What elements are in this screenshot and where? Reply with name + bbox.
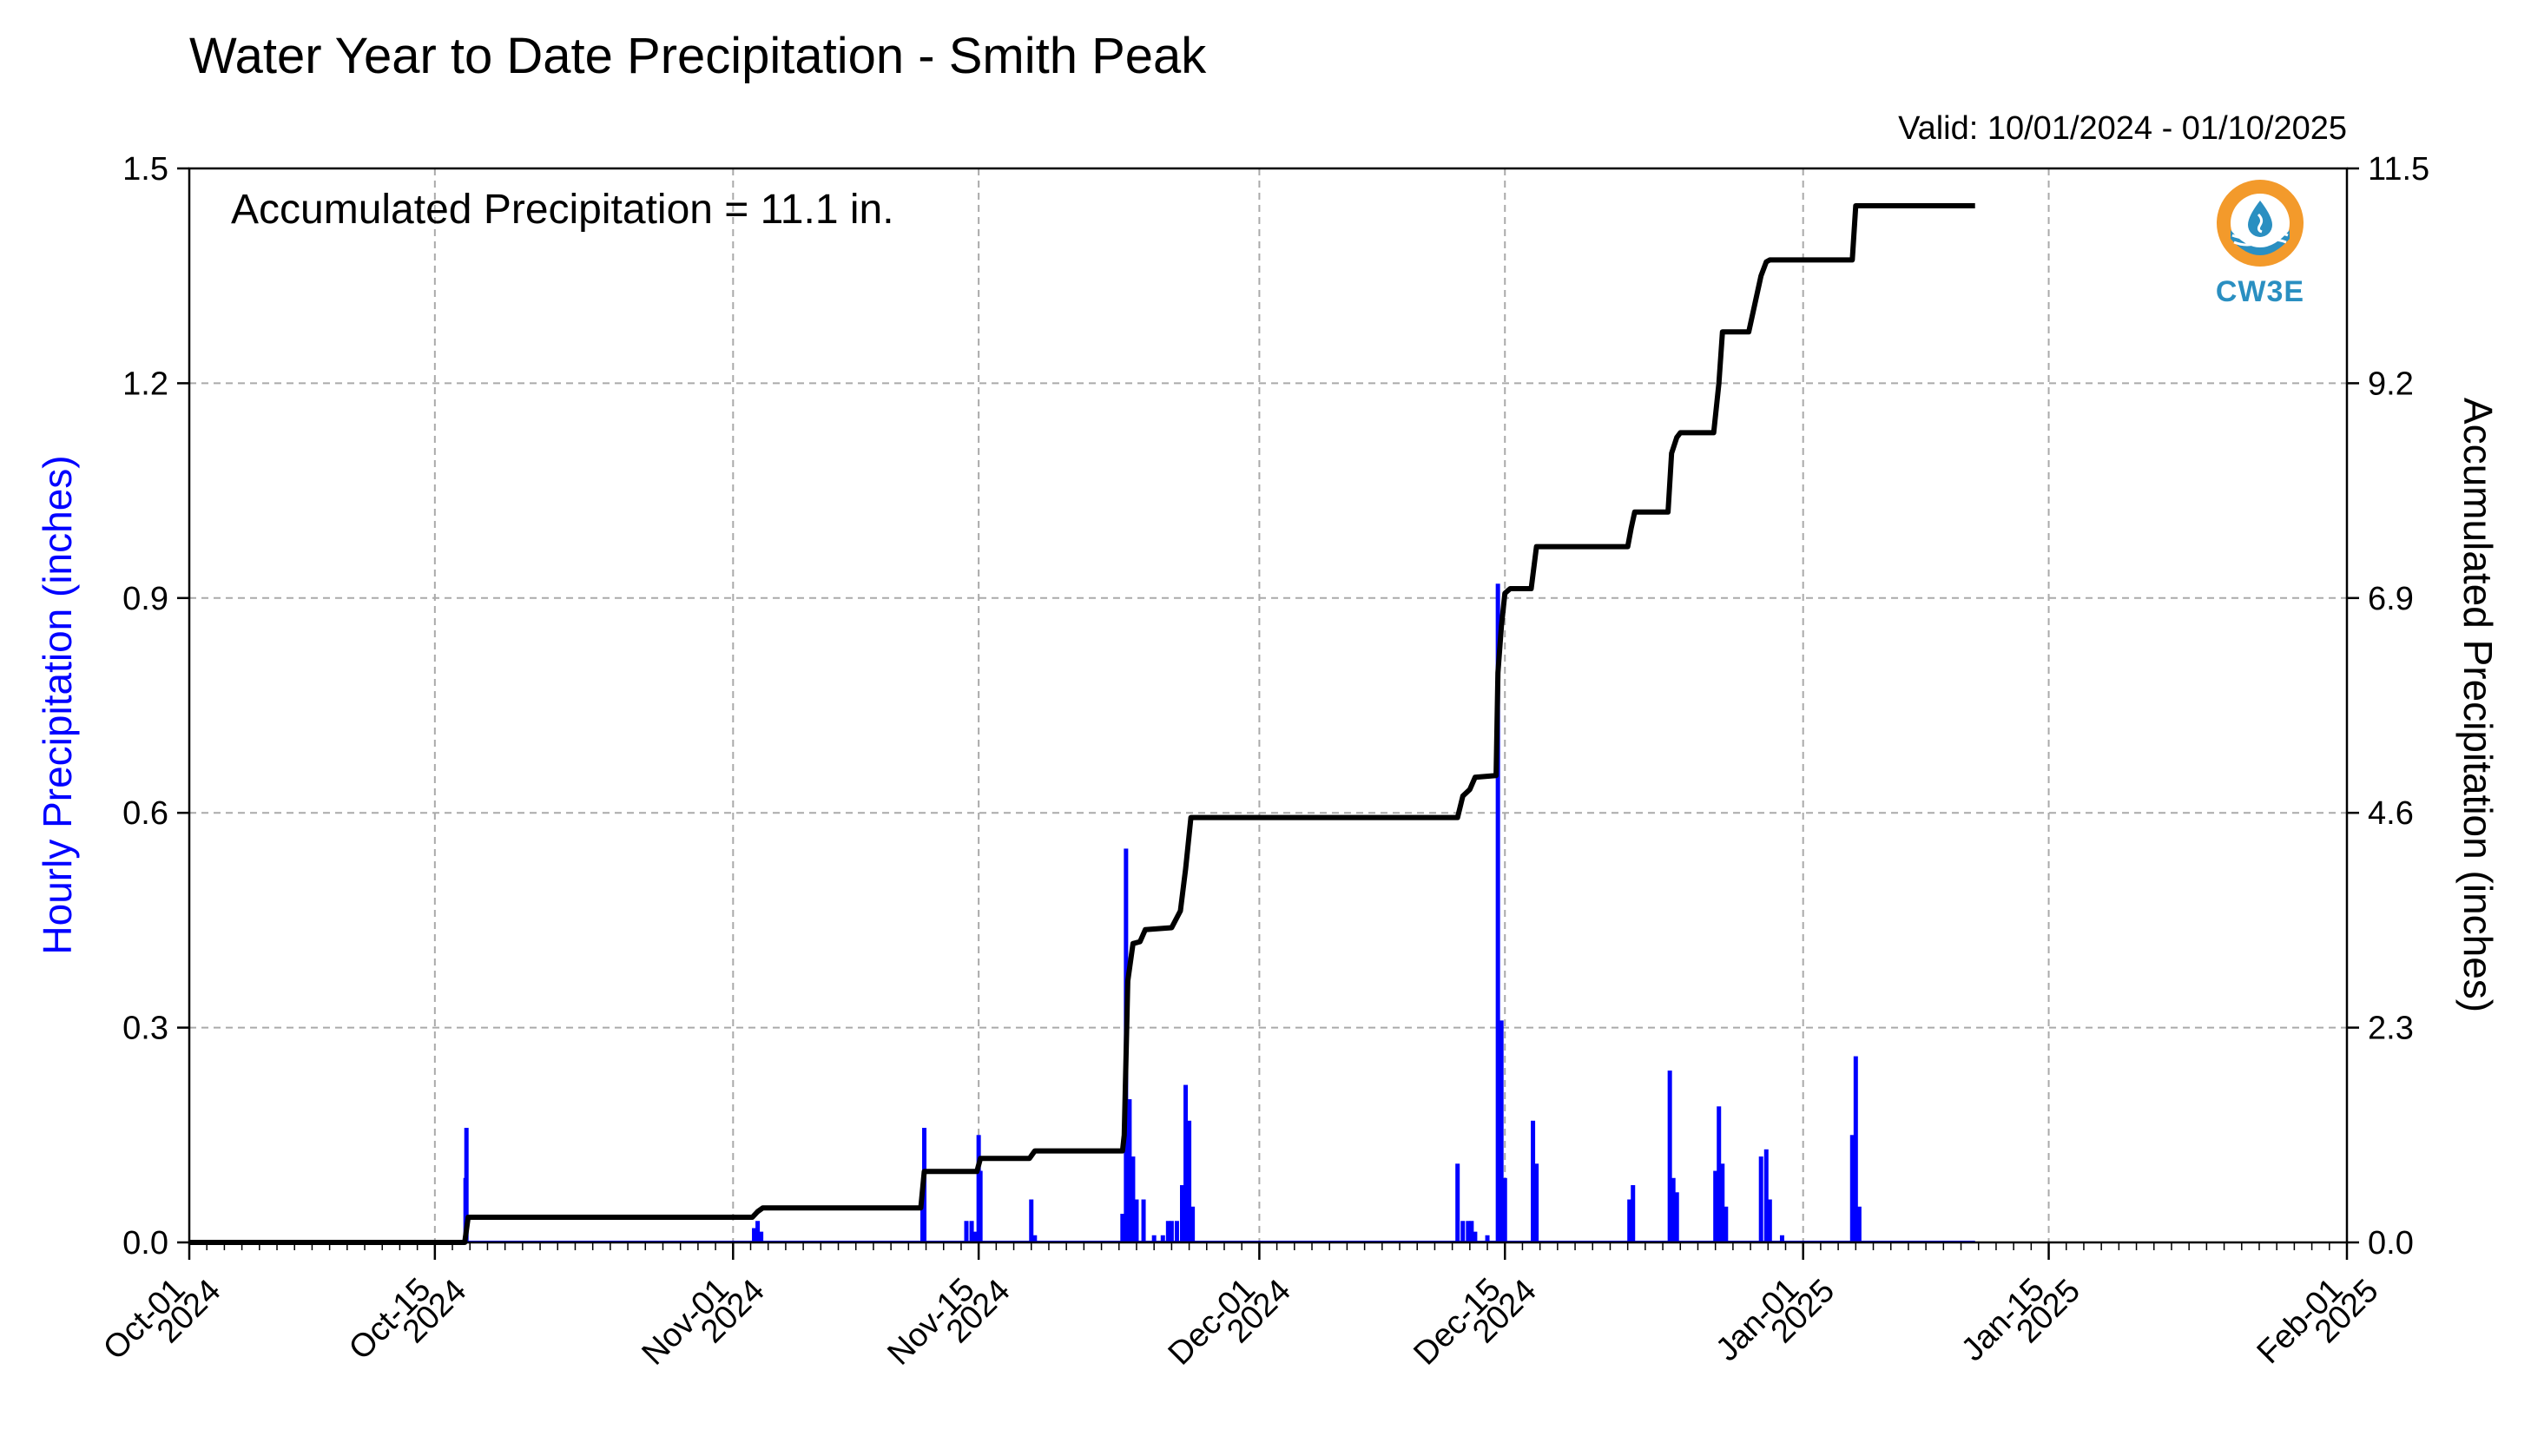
valid-range-text: Valid: 10/01/2024 - 01/10/2025 (1898, 110, 2347, 147)
hourly-bar (759, 1231, 764, 1242)
axes: 0.0 0.0 0.3 2.3 0.6 4.6 0.9 6.9 1.2 9.2 1.5 11.5 Oct… (96, 151, 2429, 1373)
hourly-bar (1856, 1206, 1862, 1242)
hourly-bar (1499, 1020, 1504, 1242)
hourly-bar (1032, 1235, 1038, 1242)
hourly-bar (1502, 1177, 1507, 1242)
hourly-bar (1720, 1163, 1725, 1242)
hourly-bar (752, 1228, 757, 1242)
hourly-bar (1130, 1156, 1136, 1242)
hourly-bar (978, 1170, 983, 1242)
hourly-bar (1469, 1221, 1474, 1242)
y-tick-label-right: 0.0 (2368, 1225, 2414, 1262)
hourly-bar (1160, 1235, 1165, 1242)
grid (189, 168, 2347, 1243)
plot-frame (188, 167, 2349, 1244)
cw3e-logo: CW3E (2212, 178, 2308, 317)
hourly-bar (1460, 1221, 1466, 1242)
y-tick-label-left: 0.3 (122, 1011, 168, 1047)
hourly-bar (1534, 1163, 1539, 1242)
hourly-bar (463, 1177, 468, 1242)
y-tick-label-left: 0.9 (122, 581, 168, 617)
hourly-bar (1183, 1084, 1189, 1242)
hourly-bar (969, 1221, 974, 1242)
hourly-bar (1717, 1106, 1722, 1242)
y-tick-label-right: 9.2 (2368, 366, 2414, 402)
hourly-bar (1763, 1149, 1769, 1242)
hourly-bar (1674, 1192, 1679, 1242)
y-tick-label-right: 11.5 (2368, 151, 2429, 188)
hourly-bar (1758, 1156, 1763, 1242)
cw3e-logo-text: CW3E (2215, 275, 2305, 308)
y-tick-label-left: 0.0 (122, 1225, 168, 1262)
y-tick-label-right: 6.9 (2368, 581, 2414, 617)
hourly-bar (1724, 1206, 1729, 1242)
hourly-bar (1853, 1056, 1858, 1242)
hourly-bar (964, 1221, 969, 1242)
hourly-bar (1531, 1120, 1536, 1242)
hourly-bar (755, 1221, 761, 1242)
hourly-bar (1671, 1177, 1676, 1242)
hourly-bar (972, 1231, 978, 1242)
hourly-bar (1180, 1185, 1185, 1242)
hourly-bar (1169, 1221, 1174, 1242)
hourly-bar (1151, 1235, 1157, 1242)
y-tick-label-right: 4.6 (2368, 795, 2414, 832)
cw3e-logo-icon (2217, 180, 2304, 267)
hourly-bar (1165, 1221, 1170, 1242)
accumulated-line-group (189, 203, 1975, 1245)
hourly-bar (1713, 1170, 1718, 1242)
hourly-bar (1631, 1185, 1636, 1242)
chart-title: Water Year to Date Precipitation - Smith… (189, 28, 1207, 84)
hourly-bar (1134, 1199, 1139, 1242)
y-tick-label-left: 1.5 (122, 151, 168, 188)
hourly-bar (1187, 1120, 1192, 1242)
y-axis-label-left: Hourly Precipitation (inches) (35, 455, 80, 954)
y-tick-label-left: 0.6 (122, 795, 168, 832)
hourly-bar (1174, 1221, 1179, 1242)
y-tick-label-left: 1.2 (122, 366, 168, 402)
accumulated-line (189, 203, 1975, 1245)
y-tick-label-right: 2.3 (2368, 1011, 2414, 1047)
y-axis-label-right: Accumulated Precipitation (inches) (2455, 398, 2501, 1012)
hourly-bar (1849, 1135, 1855, 1242)
hourly-bar (1466, 1221, 1471, 1242)
hourly-bar (1141, 1199, 1146, 1242)
hourly-bar (1779, 1235, 1784, 1242)
hourly-bar (1767, 1199, 1772, 1242)
hourly-bars (189, 583, 1975, 1242)
hourly-bar (1627, 1199, 1632, 1242)
hourly-bar (1667, 1071, 1672, 1242)
hourly-bar (919, 1185, 925, 1242)
hourly-bar (1120, 1214, 1125, 1242)
hourly-bar (1485, 1235, 1490, 1242)
hourly-bar (1473, 1231, 1478, 1242)
hourly-bar (1127, 1099, 1132, 1242)
hourly-bar (1029, 1199, 1034, 1242)
hourly-bar (1455, 1163, 1460, 1242)
accumulated-annotation: Accumulated Precipitation = 11.1 in. (231, 187, 894, 233)
hourly-bar (1190, 1206, 1196, 1242)
hourly-bar (1495, 583, 1500, 1242)
